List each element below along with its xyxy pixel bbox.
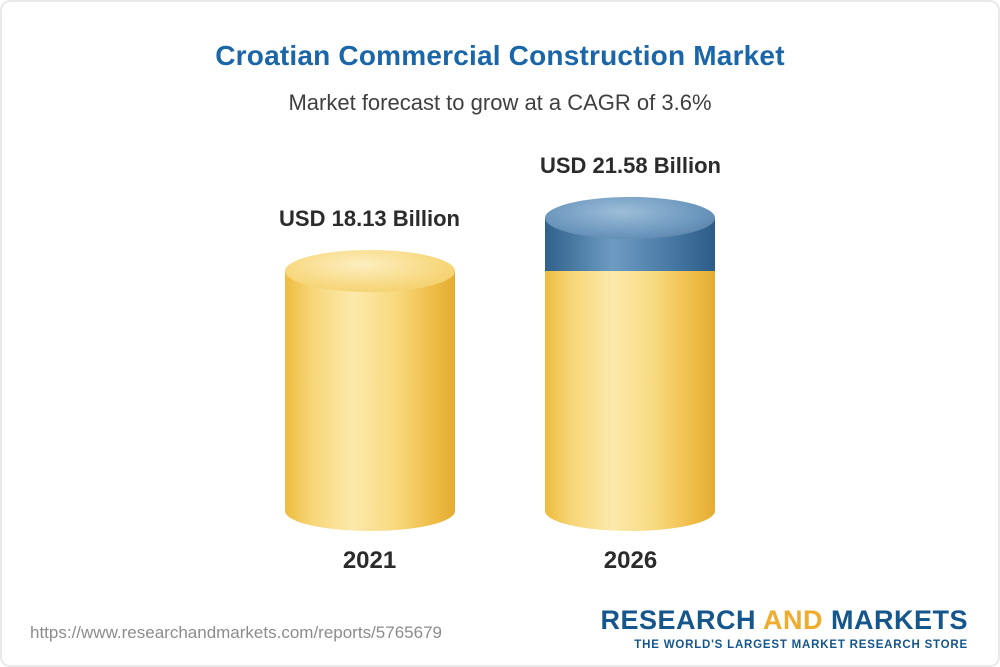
bar-2021-value-label: USD 18.13 Billion <box>279 206 460 231</box>
logo-word-and: AND <box>762 605 823 635</box>
bar-2021-category-label: 2021 <box>342 547 397 574</box>
cylinder-2026 <box>545 197 716 531</box>
chart-header: Croatian Commercial Construction Market … <box>2 40 998 116</box>
footer: https://www.researchandmarkets.com/repor… <box>2 593 998 665</box>
bar-2026: USD 21.58 Billion 2026 <box>540 153 721 575</box>
cylinder-2021 <box>284 250 455 531</box>
bar-2026-category-label: 2026 <box>603 547 658 574</box>
logo-word-research: RESEARCH <box>600 605 756 635</box>
bar-2026-value-label: USD 21.58 Billion <box>540 153 721 178</box>
logo-word-markets: MARKETS <box>831 605 968 635</box>
research-and-markets-logo: RESEARCH AND MARKETS THE WORLD'S LARGEST… <box>600 605 968 651</box>
chart-title: Croatian Commercial Construction Market <box>215 40 785 71</box>
cylinder-2021-top <box>284 250 455 292</box>
bar-2021: USD 18.13 Billion 2021 <box>279 206 460 575</box>
chart-subtitle: Market forecast to grow at a CAGR of 3.6… <box>288 90 712 115</box>
source-url: https://www.researchandmarkets.com/repor… <box>30 623 442 642</box>
logo-tagline: THE WORLD'S LARGEST MARKET RESEARCH STOR… <box>634 639 968 651</box>
logo-wordmark: RESEARCH AND MARKETS <box>600 605 968 636</box>
cylinder-2021-body <box>284 271 455 531</box>
cylinder-2026-top <box>545 197 716 239</box>
chart-area: USD 18.13 Billion 2021 USD 21.58 Billion… <box>2 142 998 575</box>
